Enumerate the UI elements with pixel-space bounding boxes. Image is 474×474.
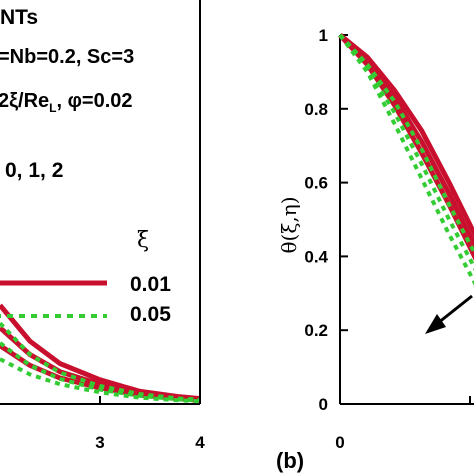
left-curve-0.05-2 xyxy=(0,357,201,404)
right-y-tick-label: 0.2 xyxy=(304,321,328,340)
right-curve-0.01-1 xyxy=(338,33,474,250)
left-curves xyxy=(0,303,201,404)
right-curve-0.05-0 xyxy=(338,33,474,257)
left-x-tick-label: 4 xyxy=(195,433,205,452)
right-curve-0.01-2 xyxy=(338,33,474,261)
right-y-tick-label: 0.6 xyxy=(304,174,328,193)
legend-label-0.01: 0.01 xyxy=(130,273,171,296)
curve-values-label: 0, 1, 2 xyxy=(5,159,63,182)
right-x-tick-label: 0 xyxy=(335,433,344,452)
right-curve-0.05-2 xyxy=(338,33,474,286)
params-line-2-suffix: , φ=0.02 xyxy=(57,90,133,112)
params-line-1: =Nb=0.2, Sc=3 xyxy=(0,46,134,68)
left-x-tick-label: 3 xyxy=(95,433,104,452)
right-y-tick-label: 1 xyxy=(319,26,328,45)
legend-title: ξ xyxy=(137,228,149,253)
right-panel: 0 0.2 0.4 0.6 0.8 1 0 θ(ξ,η) (b) xyxy=(276,26,474,473)
right-curve-0.05-1 xyxy=(338,33,474,271)
arrow-head xyxy=(425,314,446,334)
right-y-ticks: 0 0.2 0.4 0.6 0.8 1 xyxy=(304,26,348,414)
title-fragment: NTs xyxy=(0,6,38,29)
trend-arrow xyxy=(425,294,473,334)
right-y-tick-label: 0.4 xyxy=(304,247,328,266)
right-x-ticks: 0 xyxy=(335,396,471,452)
right-y-tick-label: 0.8 xyxy=(304,100,328,119)
y-axis-label: θ(ξ,η) xyxy=(277,196,301,253)
left-curve-0.05-1 xyxy=(0,341,201,403)
params-line-2-prefix: 2ξ/Re xyxy=(0,90,49,112)
panel-label-b: (b) xyxy=(276,448,304,473)
arrow-shaft xyxy=(437,294,473,325)
params-line-2: 2ξ/ReL, φ=0.02 xyxy=(0,90,133,115)
right-curves xyxy=(338,33,474,286)
right-curve-0.01-0 xyxy=(338,33,474,239)
right-y-tick-label: 0 xyxy=(319,395,328,414)
params-line-2-sub: L xyxy=(49,101,56,115)
legend-label-0.05: 0.05 xyxy=(130,303,171,326)
